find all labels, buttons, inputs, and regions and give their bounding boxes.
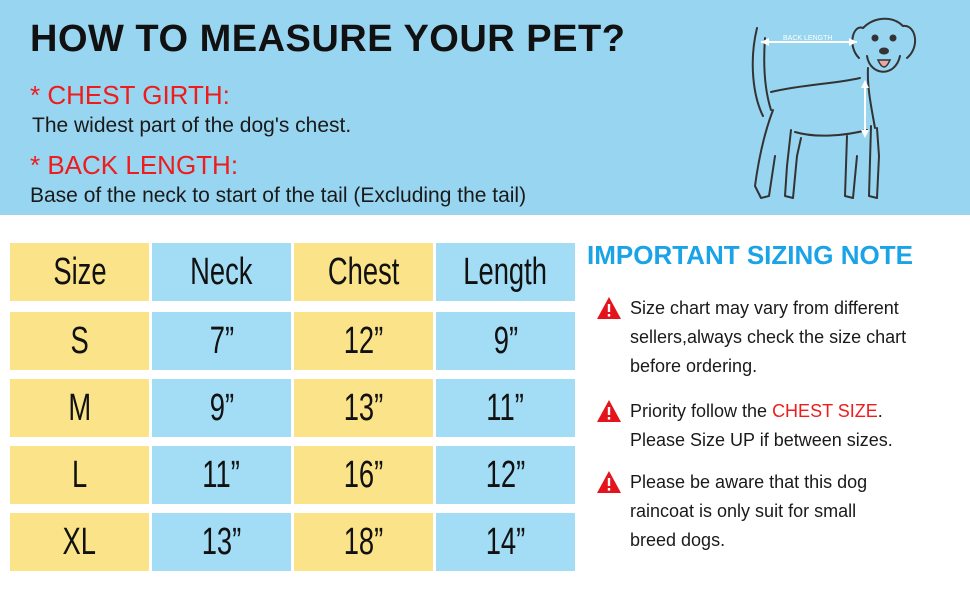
note-text-line: Please be aware that this dog (630, 472, 868, 492)
note-text-line: Priority follow the CHEST SIZE. (630, 397, 970, 426)
table-cell: 9” (152, 379, 291, 437)
table-cell: S (10, 312, 149, 370)
table-row: S 7” 12” 9” (10, 312, 575, 370)
table-row: L 11” 16” 12” (10, 446, 575, 504)
table-cell: 13” (152, 513, 291, 571)
warning-triangle-icon (597, 471, 621, 493)
table-header-cell: Neck (152, 243, 291, 301)
note-text-line: before ordering. (630, 356, 758, 376)
note-text: Priority follow the (630, 401, 773, 421)
table-header-row: Size Neck Chest Length (10, 243, 575, 301)
chest-size-highlight: CHEST SIZE (772, 401, 878, 421)
table-cell: 18” (294, 513, 433, 571)
header-band (0, 0, 970, 215)
table-cell: L (10, 446, 149, 504)
table-cell: 13” (294, 379, 433, 437)
note-text-line: sellers,always check the size chart (630, 327, 907, 347)
back-length-label: BACK LENGTH (783, 35, 832, 42)
table-cell: 16” (294, 446, 433, 504)
chest-girth-description: The widest part of the dog's chest. (32, 114, 352, 137)
back-length-description: Base of the neck to start of the tail (E… (30, 184, 527, 207)
table-row: M 9” 13” 11” (10, 379, 575, 437)
sizing-note-title: IMPORTANT SIZING NOTE (587, 240, 913, 270)
table-row: XL 13” 18” 14” (10, 513, 575, 571)
table-cell: 11” (436, 379, 575, 437)
chest-girth-heading: * CHEST GIRTH: (30, 80, 230, 110)
table-cell: M (10, 379, 149, 437)
table-cell: XL (10, 513, 149, 571)
warning-triangle-icon (597, 297, 621, 319)
table-header-cell: Chest (294, 243, 433, 301)
note-text-line: Size chart may vary from different (630, 298, 899, 318)
note-text-line: raincoat is only suit for small (630, 501, 857, 521)
note-text-line: breed dogs. (630, 530, 726, 550)
table-header-cell: Length (436, 243, 575, 301)
warning-triangle-icon (597, 400, 621, 422)
table-cell: 14” (436, 513, 575, 571)
dog-measurement-diagram: BACK LENGTH (751, 17, 917, 199)
table-cell: 7” (152, 312, 291, 370)
note-text-line: Please Size UP if between sizes. (630, 430, 893, 450)
back-length-heading: * BACK LENGTH: (30, 150, 239, 180)
note-text: . (877, 401, 883, 421)
table-header-cell: Size (10, 243, 149, 301)
table-cell: 9” (436, 312, 575, 370)
page-title: HOW TO MEASURE YOUR PET? (30, 18, 626, 60)
table-cell: 11” (152, 446, 291, 504)
table-cell: 12” (294, 312, 433, 370)
table-cell: 12” (436, 446, 575, 504)
